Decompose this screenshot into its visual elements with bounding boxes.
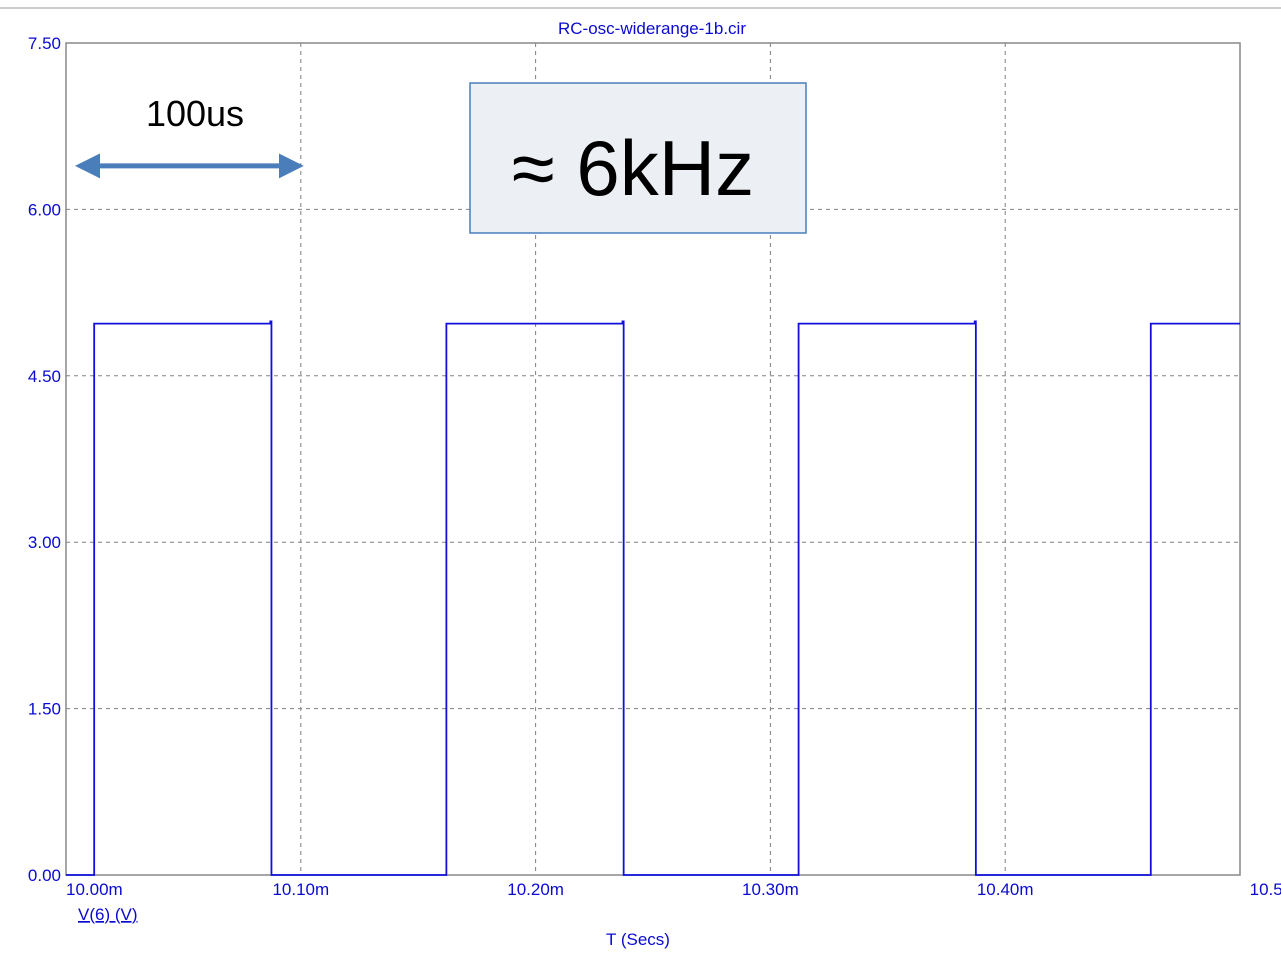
- y-tick-label: 4.50: [28, 367, 61, 386]
- frequency-callout-text: ≈ 6kHz: [512, 124, 754, 212]
- y-tick-label: 7.50: [28, 34, 61, 53]
- x-tick-label: 10.10m: [272, 880, 329, 899]
- x-tick-label: 10.50m: [1250, 880, 1281, 899]
- x-tick-label: 10.40m: [977, 880, 1034, 899]
- x-tick-label: 10.30m: [742, 880, 799, 899]
- x-axis-label: T (Secs): [606, 930, 670, 949]
- series-legend-label[interactable]: V(6) (V): [78, 905, 138, 924]
- y-tick-label: 0.00: [28, 866, 61, 885]
- y-tick-label: 3.00: [28, 533, 61, 552]
- period-label: 100us: [146, 93, 244, 134]
- x-tick-label: 10.00m: [66, 880, 123, 899]
- series-line: [66, 320, 1240, 876]
- x-tick-labels: 10.00m 10.10m 10.20m 10.30m 10.40m 10.50m: [66, 880, 1281, 899]
- series-layer: [66, 320, 1240, 876]
- y-tick-label: 1.50: [28, 700, 61, 719]
- frequency-callout-box: [469, 82, 807, 234]
- x-tick-label: 10.20m: [507, 880, 564, 899]
- chart-title: RC-osc-widerange-1b.cir: [558, 19, 746, 38]
- y-tick-label: 6.00: [28, 200, 61, 219]
- y-tick-labels: 0.00 1.50 3.00 4.50 6.00 7.50: [28, 34, 61, 885]
